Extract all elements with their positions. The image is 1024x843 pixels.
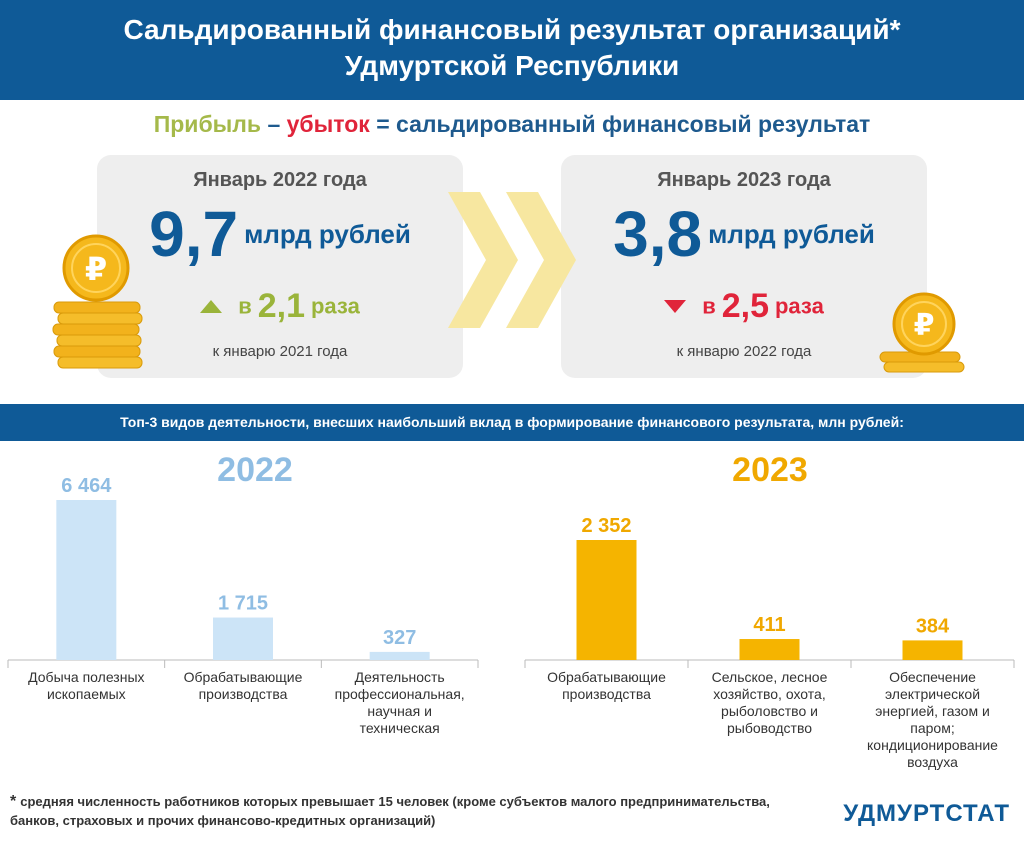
- section-banner: Топ-3 видов деятельности, внесших наибол…: [0, 404, 1024, 441]
- footnote-text: средняя численность работников которых п…: [10, 794, 770, 828]
- card-january-2022: Январь 2022 года 9,7 млрд рублей в 2,1 раза…: [97, 155, 463, 378]
- page-title-line-1: Сальдированный финансовый результат орга…: [123, 14, 901, 45]
- chart-title-2023: 2023: [732, 451, 808, 489]
- category-label: ископаемых: [47, 686, 126, 702]
- card-change: в 2,5 раза: [561, 287, 927, 326]
- category-label: рыбоводство: [727, 720, 812, 736]
- card-change-prefix: в: [702, 293, 716, 319]
- category-label: Добыча полезных: [28, 669, 144, 685]
- bar-value-label: 327: [383, 627, 416, 649]
- card-reference: к январю 2021 года: [212, 343, 348, 360]
- bar-value-label: 6 464: [61, 475, 112, 497]
- bar: [576, 540, 637, 660]
- triangle-down-icon: [664, 300, 687, 313]
- card-reference: к январю 2022 года: [676, 343, 812, 360]
- svg-text:₽: ₽: [85, 250, 107, 288]
- card-change-value: 2,5: [721, 287, 769, 325]
- card-value-unit: млрд рублей: [708, 218, 875, 249]
- card-january-2023: Январь 2023 года 3,8 млрд рублей в 2,5 раза…: [561, 155, 927, 378]
- card-value-unit: млрд рублей: [244, 218, 411, 249]
- bar: [902, 640, 963, 660]
- category-label: Деятельность: [355, 669, 445, 685]
- formula-line: Прибыль – убыток = сальдированный финанс…: [0, 109, 1024, 139]
- card-change-suffix: раза: [310, 293, 360, 319]
- chart-title-2022: 2022: [217, 451, 293, 489]
- card-change-suffix: раза: [774, 293, 824, 319]
- card-title: Январь 2022 года: [193, 169, 367, 191]
- category-label: Обрабатывающие: [547, 669, 666, 685]
- formula-loss: убыток: [286, 111, 370, 137]
- card-change: в 2,1 раза: [97, 287, 463, 326]
- triangle-up-icon: [200, 300, 223, 313]
- card-title: Январь 2023 года: [657, 169, 831, 191]
- svg-text:₽: ₽: [914, 308, 935, 343]
- category-label: энергией, газом и: [875, 703, 990, 719]
- category-label: хозяйство, охота,: [713, 686, 825, 702]
- footnote: * средняя численность работников которых …: [10, 792, 770, 830]
- card-change-value: 2,1: [257, 287, 305, 325]
- category-label: рыболовство и: [721, 703, 818, 719]
- bar: [56, 500, 117, 660]
- chevron-right-icon: [448, 192, 576, 328]
- coin-stack-icon: ₽: [879, 292, 965, 373]
- category-label: техническая: [360, 720, 440, 736]
- category-label: воздуха: [907, 754, 958, 770]
- logo: УДМУРТСТАТ: [843, 800, 1010, 827]
- category-label: производства: [562, 686, 651, 702]
- coin-stack-icon: ₽: [52, 234, 143, 369]
- category-label: профессиональная,: [335, 686, 465, 702]
- bar: [213, 617, 273, 660]
- category-label: кондиционирование: [867, 737, 998, 753]
- card-value-number: 9,7: [149, 198, 239, 270]
- category-label: электрической: [885, 686, 980, 702]
- category-label: паром;: [910, 720, 954, 736]
- formula-equals: =: [376, 111, 390, 137]
- category-label: Сельское, лесное: [712, 669, 828, 685]
- bar: [739, 639, 800, 660]
- category-label: научная и: [367, 703, 431, 719]
- bar: [369, 651, 430, 660]
- formula-profit: Прибыль: [153, 111, 262, 137]
- formula-dash: –: [267, 111, 281, 137]
- category-label: Обрабатывающие: [184, 669, 303, 685]
- category-label: Обеспечение: [889, 669, 976, 685]
- header-banner: Сальдированный финансовый результат орга…: [0, 0, 1024, 100]
- footnote-star: *: [10, 793, 17, 810]
- bar-value-label: 384: [916, 615, 950, 637]
- bar-value-label: 1 715: [218, 593, 268, 615]
- card-value: 3,8 млрд рублей: [561, 197, 927, 271]
- card-value: 9,7 млрд рублей: [97, 197, 463, 271]
- formula-result: сальдированный финансовый результат: [396, 111, 871, 137]
- card-change-prefix: в: [238, 293, 252, 319]
- page-title-line-2: Удмуртской Республики: [344, 50, 680, 81]
- category-label: производства: [199, 686, 288, 702]
- bar-value-label: 2 352: [581, 515, 631, 537]
- bar-value-label: 411: [753, 614, 785, 636]
- card-value-number: 3,8: [613, 198, 703, 270]
